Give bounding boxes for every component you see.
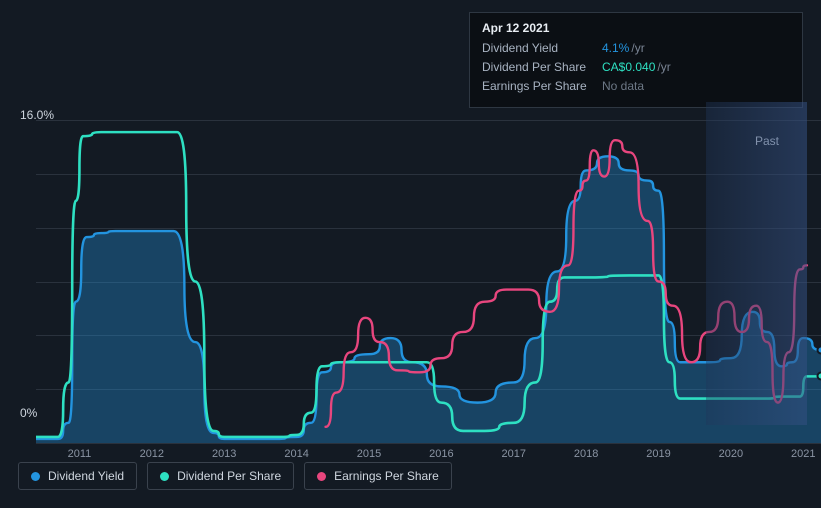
dividend_yield-area xyxy=(36,156,821,443)
dividend_per_share-end-dot xyxy=(817,372,821,381)
x-tick: 2016 xyxy=(429,448,453,460)
tooltip-row: Dividend Per ShareCA$0.040/yr xyxy=(482,58,790,77)
tooltip-rows: Dividend Yield4.1%/yrDividend Per ShareC… xyxy=(482,39,790,97)
x-tick: 2018 xyxy=(574,448,598,460)
x-tick: 2015 xyxy=(357,448,381,460)
x-tick: 2013 xyxy=(212,448,236,460)
legend: Dividend Yield Dividend Per Share Earnings… xyxy=(18,462,452,490)
tooltip-row-label: Earnings Per Share xyxy=(482,77,602,96)
chart-tooltip: Apr 12 2021 Dividend Yield4.1%/yrDividen… xyxy=(469,12,803,108)
tooltip-row-label: Dividend Per Share xyxy=(482,58,602,77)
plot-area[interactable] xyxy=(36,120,821,443)
legend-item-dividend-yield[interactable]: Dividend Yield xyxy=(18,462,137,490)
x-tick: 2020 xyxy=(719,448,743,460)
tooltip-row-value: CA$0.040/yr xyxy=(602,58,671,77)
x-tick: 2019 xyxy=(646,448,670,460)
legend-dot xyxy=(160,472,169,481)
legend-label: Dividend Per Share xyxy=(177,469,281,483)
tooltip-row-value: 4.1%/yr xyxy=(602,39,645,58)
legend-label: Earnings Per Share xyxy=(334,469,439,483)
x-tick: 2014 xyxy=(284,448,308,460)
legend-item-dividend-per-share[interactable]: Dividend Per Share xyxy=(147,462,294,490)
tooltip-date: Apr 12 2021 xyxy=(482,21,790,35)
tooltip-row-value: No data xyxy=(602,77,644,96)
x-tick: 2021 xyxy=(791,448,815,460)
tooltip-row-label: Dividend Yield xyxy=(482,39,602,58)
x-tick: 2011 xyxy=(68,448,92,460)
legend-dot xyxy=(31,472,40,481)
legend-label: Dividend Yield xyxy=(48,469,124,483)
tooltip-row: Earnings Per ShareNo data xyxy=(482,77,790,96)
past-label: Past xyxy=(755,134,779,148)
legend-item-earnings-per-share[interactable]: Earnings Per Share xyxy=(304,462,452,490)
tooltip-row: Dividend Yield4.1%/yr xyxy=(482,39,790,58)
x-tick: 2017 xyxy=(501,448,525,460)
gridline xyxy=(36,443,821,444)
y-axis-min-label: 0% xyxy=(20,406,37,420)
dividend_yield-end-dot xyxy=(817,346,821,355)
x-tick: 2012 xyxy=(140,448,164,460)
legend-dot xyxy=(317,472,326,481)
